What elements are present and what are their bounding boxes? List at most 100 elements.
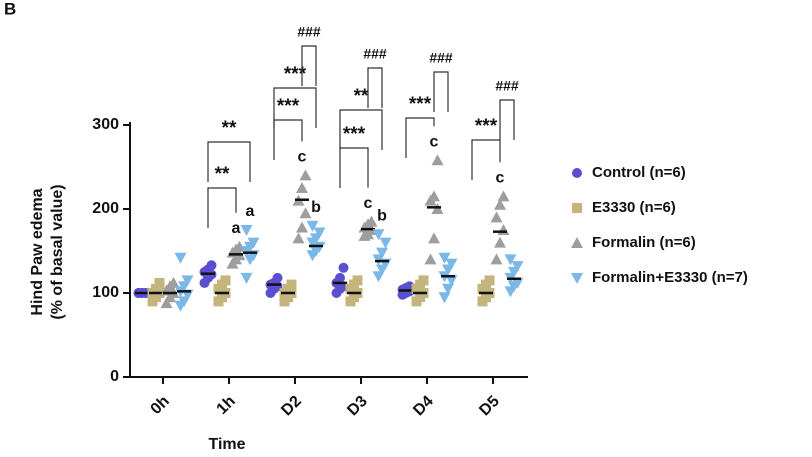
point (372, 229, 385, 241)
legend-label: Control (n=6) (592, 164, 686, 181)
bracket (273, 119, 303, 160)
significance-label: ### (495, 78, 519, 94)
point (504, 254, 517, 266)
y-tick-label: 0 (110, 368, 119, 385)
point (296, 182, 308, 193)
point (292, 232, 305, 244)
legend-marker (572, 203, 582, 213)
bracket (433, 71, 449, 112)
significance-label: *** (343, 124, 366, 145)
significance-label: *** (284, 64, 307, 85)
point (494, 198, 506, 210)
significance-letter: c (298, 149, 307, 166)
significance-letter: a (232, 220, 241, 237)
legend-label: E3330 (n=6) (592, 199, 676, 216)
bracket (301, 45, 317, 86)
x-tick-label: D4 (410, 393, 437, 420)
bracket (471, 139, 501, 180)
point (296, 221, 308, 233)
significance-letter: a (246, 203, 255, 220)
significance-letter: b (377, 207, 387, 224)
point (154, 277, 165, 288)
y-tick-label: 100 (92, 284, 119, 301)
legend-marker (572, 168, 582, 178)
bracket (207, 187, 237, 228)
point (167, 276, 180, 288)
point (299, 169, 312, 181)
significance-label: ### (297, 24, 321, 40)
bracket (499, 99, 515, 140)
significance-letter: b (311, 199, 321, 216)
legend-marker (571, 237, 583, 248)
significance-label: *** (409, 94, 432, 115)
point (313, 227, 326, 239)
bracket (367, 67, 383, 108)
point (160, 297, 173, 309)
significance-label: ** (215, 164, 230, 185)
point (286, 279, 297, 290)
point (438, 252, 451, 264)
point (494, 236, 506, 248)
significance-letter: c (496, 170, 505, 187)
bracket (339, 109, 383, 150)
x-tick-label: D3 (344, 393, 371, 420)
point (445, 258, 458, 270)
y-tick-label: 300 (92, 116, 119, 133)
significance-label: ** (354, 86, 369, 107)
point (497, 224, 510, 235)
point (181, 275, 194, 287)
point (272, 272, 283, 283)
point (151, 283, 161, 294)
point (335, 272, 345, 283)
point (299, 207, 312, 219)
significance-label: ** (222, 118, 237, 139)
x-tick-label: D5 (476, 393, 503, 420)
x-axis-title: Time (208, 436, 245, 453)
point (313, 241, 326, 253)
point (428, 232, 440, 244)
x-tick-label: 1h (214, 393, 239, 418)
point (445, 275, 458, 287)
point (365, 215, 378, 227)
point (428, 190, 440, 202)
point (352, 275, 363, 286)
legend-marker (571, 273, 583, 284)
y-tick-label: 200 (92, 200, 119, 217)
legend-label: Formalin (n=6) (592, 234, 696, 251)
bracket (405, 117, 435, 158)
point (418, 275, 429, 286)
point (379, 237, 392, 249)
y-axis-title: Hind Paw edema (29, 188, 46, 315)
bracket (207, 141, 251, 182)
point (484, 275, 495, 286)
point (174, 252, 187, 264)
point (511, 261, 524, 273)
point (490, 253, 503, 265)
significance-letter: c (430, 133, 439, 150)
point (206, 260, 217, 271)
point (220, 275, 231, 286)
point (497, 190, 510, 202)
x-tick-label: 0h (148, 393, 173, 418)
significance-label: ### (363, 46, 387, 62)
point (247, 237, 260, 249)
point (511, 277, 524, 289)
point (240, 225, 253, 236)
significance-letter: c (364, 195, 373, 212)
x-tick-label: D2 (278, 393, 305, 420)
panel-label: B (4, 0, 16, 18)
point (431, 154, 444, 166)
point (424, 253, 437, 265)
point (306, 220, 319, 232)
significance-label: *** (475, 116, 498, 137)
point (338, 262, 349, 273)
legend-label: Formalin+E3330 (n=7) (592, 269, 748, 286)
bracket (273, 87, 317, 128)
significance-label: *** (277, 96, 300, 117)
point (438, 292, 451, 304)
point (240, 272, 253, 284)
point (442, 283, 454, 295)
bracket (339, 147, 369, 188)
significance-label: ### (429, 50, 453, 66)
